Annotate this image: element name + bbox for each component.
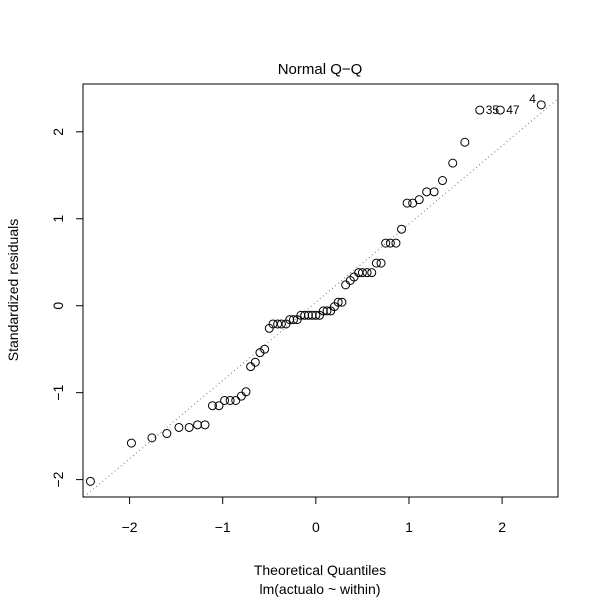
data-point bbox=[250, 357, 260, 367]
points-layer: 35 47 4 bbox=[85, 92, 546, 486]
data-point bbox=[184, 422, 194, 432]
data-point bbox=[337, 297, 347, 307]
data-point bbox=[322, 306, 332, 316]
data-point bbox=[200, 420, 210, 430]
data-point bbox=[260, 344, 270, 354]
data-point bbox=[341, 280, 351, 290]
data-point bbox=[246, 362, 256, 372]
data-point bbox=[276, 319, 286, 329]
data-point bbox=[362, 268, 372, 278]
data-point bbox=[357, 268, 367, 278]
data-point bbox=[220, 395, 230, 405]
point-label: 4 bbox=[529, 92, 536, 106]
y-tick-label: 1 bbox=[50, 215, 66, 223]
data-point bbox=[367, 268, 377, 278]
x-axis: −2 −1 0 1 2 bbox=[122, 497, 506, 535]
y-tick-label: −1 bbox=[50, 384, 66, 400]
x-tick-label: −2 bbox=[122, 519, 138, 535]
data-point bbox=[422, 187, 432, 197]
x-tick-label: −1 bbox=[215, 519, 231, 535]
y-axis: −2 −1 0 1 2 bbox=[50, 128, 83, 488]
data-point bbox=[193, 420, 203, 430]
data-point bbox=[300, 310, 310, 320]
data-point bbox=[402, 198, 412, 208]
data-point bbox=[429, 187, 439, 197]
plot-frame bbox=[82, 83, 559, 498]
data-point bbox=[318, 306, 328, 316]
data-point bbox=[225, 395, 235, 405]
x-axis-label: Theoretical Quantiles bbox=[254, 562, 386, 578]
data-point bbox=[126, 438, 136, 448]
data-point bbox=[397, 224, 407, 234]
x-tick-label: 1 bbox=[405, 519, 413, 535]
data-point bbox=[385, 238, 395, 248]
data-point bbox=[307, 310, 317, 320]
data-point bbox=[371, 258, 381, 268]
y-tick-label: 0 bbox=[50, 302, 66, 310]
data-point bbox=[438, 176, 448, 186]
data-point bbox=[207, 401, 217, 411]
data-point bbox=[311, 310, 321, 320]
x-tick-label: 2 bbox=[498, 519, 506, 535]
data-point bbox=[376, 258, 386, 268]
data-point bbox=[231, 395, 241, 405]
data-point bbox=[285, 315, 295, 325]
data-point bbox=[296, 310, 306, 320]
reference-line bbox=[83, 98, 559, 498]
data-point bbox=[475, 105, 485, 115]
data-point bbox=[147, 433, 157, 443]
data-point bbox=[214, 401, 224, 411]
data-point bbox=[236, 391, 246, 401]
data-point bbox=[391, 238, 401, 248]
y-tick-label: −2 bbox=[50, 471, 66, 487]
data-point bbox=[85, 476, 95, 486]
data-point bbox=[174, 422, 184, 432]
data-point bbox=[536, 100, 546, 110]
point-label: 35 bbox=[486, 103, 500, 117]
point-label: 47 bbox=[506, 103, 520, 117]
y-axis-label: Standardized residuals bbox=[5, 219, 21, 361]
x-tick-label: 0 bbox=[312, 519, 320, 535]
data-point bbox=[495, 105, 505, 115]
data-point bbox=[381, 238, 391, 248]
chart-subtitle: lm(actualo ~ within) bbox=[260, 581, 381, 597]
data-point bbox=[460, 137, 470, 147]
data-point bbox=[333, 297, 343, 307]
data-point bbox=[288, 315, 298, 325]
data-point bbox=[241, 387, 251, 397]
data-point bbox=[414, 195, 424, 205]
data-point bbox=[162, 429, 172, 439]
y-tick-label: 2 bbox=[50, 128, 66, 136]
chart-title: Normal Q−Q bbox=[278, 61, 363, 78]
data-point bbox=[448, 158, 458, 168]
data-point bbox=[303, 310, 313, 320]
